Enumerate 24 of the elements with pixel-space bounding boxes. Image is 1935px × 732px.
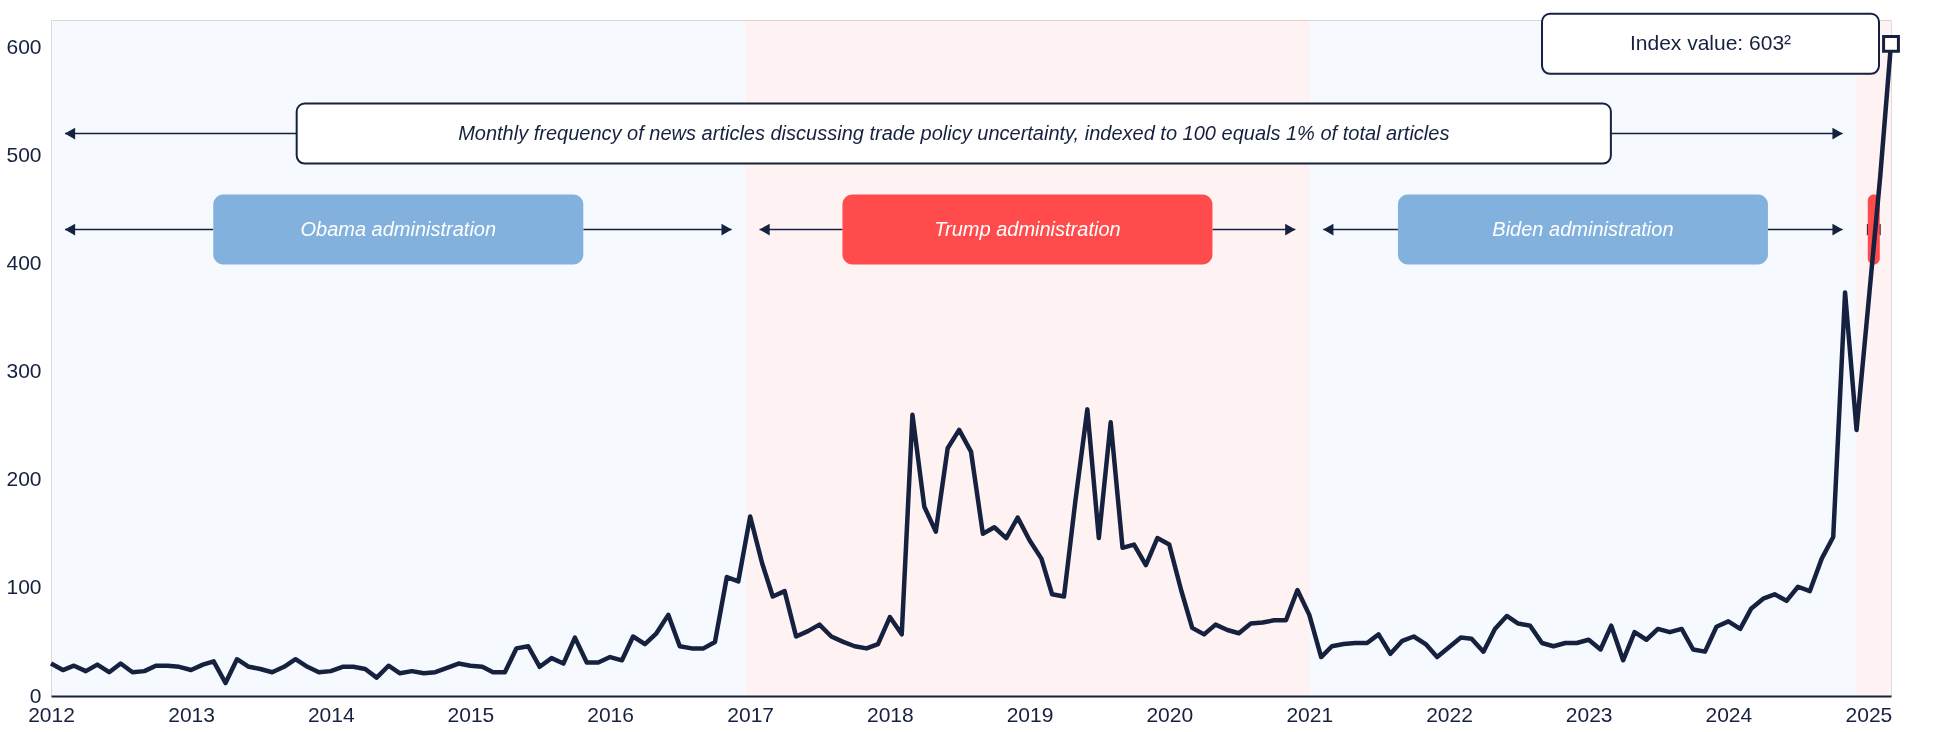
x-tick-label: 2014: [307, 702, 355, 726]
y-tick-label: 200: [6, 467, 42, 491]
x-tick-label: 2021: [1286, 702, 1334, 726]
y-tick-label: 100: [6, 575, 42, 599]
x-tick-label: 2015: [447, 702, 495, 726]
x-tick-label: 2019: [1006, 702, 1054, 726]
band-label: Trump administration: [934, 217, 1121, 240]
band-label: Obama administration: [300, 217, 497, 240]
x-tick-label: 2018: [867, 702, 914, 726]
x-tick-label: 2017: [727, 702, 775, 726]
x-tick-label: 2020: [1146, 702, 1194, 726]
x-tick-label: 2024: [1705, 702, 1753, 726]
band-label: Biden administration: [1492, 217, 1674, 240]
x-tick-label: 2025: [1845, 702, 1893, 726]
y-tick-label: 600: [6, 34, 42, 58]
x-tick-label: 2013: [168, 702, 215, 726]
y-tick-label: 500: [6, 142, 42, 166]
x-tick-label: 2022: [1426, 702, 1473, 726]
annotation: Index value: 603²: [1629, 30, 1792, 54]
y-tick-label: 300: [6, 359, 42, 383]
annotation: Monthly frequency of news articles discussing trade policy uncertainty, indexed to 100 equals 1% of total articles: [458, 121, 1450, 144]
x-tick-label: 2023: [1565, 702, 1613, 726]
y-tick-label: 400: [6, 250, 42, 274]
x-tick-label: 2016: [587, 702, 634, 726]
